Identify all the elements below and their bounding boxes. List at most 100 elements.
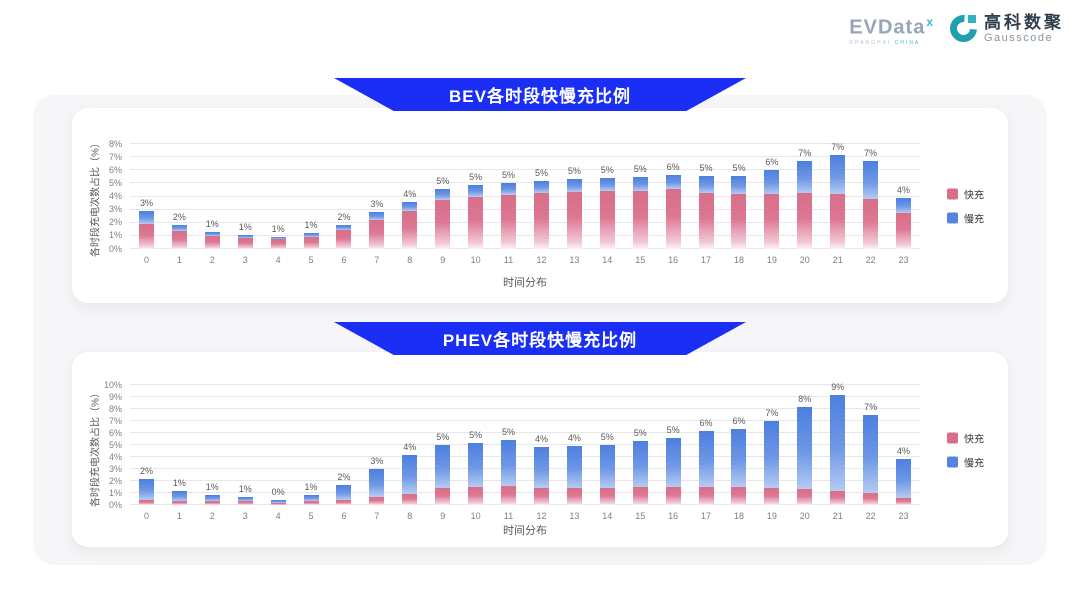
bar-group-1[interactable]: 1% — [171, 478, 187, 505]
bar-group-11[interactable]: 5% — [501, 170, 517, 249]
gridline — [130, 504, 920, 505]
fast-charge-segment — [237, 237, 253, 249]
legend-item-fast[interactable]: 快充 — [947, 430, 984, 445]
bar-group-10[interactable]: 5% — [468, 172, 484, 249]
bar-total-label: 5% — [534, 167, 548, 178]
legend-item-slow[interactable]: 慢充 — [947, 454, 984, 469]
gridline — [130, 420, 920, 421]
bar-total-label: 5% — [436, 432, 450, 442]
y-tick-label: 1% — [108, 487, 122, 498]
bar-group-13[interactable]: 5% — [566, 166, 582, 249]
bar-group-16[interactable]: 6% — [665, 162, 681, 249]
bar-group-18[interactable]: 6% — [731, 416, 747, 505]
bar-total-label: 5% — [600, 165, 614, 176]
bar-total-label: 4% — [403, 188, 417, 199]
x-tick-label: 13 — [569, 255, 580, 265]
fast-charge-segment — [533, 488, 549, 505]
bar-group-2[interactable]: 1% — [204, 219, 220, 249]
bar-group-19[interactable]: 7% — [764, 408, 780, 505]
x-tick-label: 14 — [602, 511, 613, 521]
bar-group-14[interactable]: 5% — [599, 432, 615, 505]
bar-group-23[interactable]: 4% — [896, 185, 912, 249]
slow-charge-segment — [797, 406, 813, 490]
bar-group-11[interactable]: 5% — [501, 427, 517, 505]
fast-charge-segment — [863, 493, 879, 505]
fast-charge-segment — [863, 199, 879, 249]
bar-group-12[interactable]: 4% — [533, 434, 549, 505]
bev-title-banner: BEV各时段快慢充比例 — [334, 78, 746, 111]
bar-total-label: 5% — [699, 162, 713, 173]
x-tick-label: 8 — [407, 255, 413, 265]
bar-group-22[interactable]: 7% — [863, 402, 879, 505]
legend-item-fast[interactable]: 快充 — [947, 186, 984, 201]
gausscode-en-name: Gausscode — [984, 31, 1054, 44]
bar-group-12[interactable]: 5% — [533, 168, 549, 249]
gausscode-mark-icon — [944, 9, 983, 48]
x-tick-label: 4 — [275, 511, 281, 521]
bar-group-18[interactable]: 5% — [731, 163, 747, 249]
bar-group-1[interactable]: 2% — [171, 212, 187, 249]
bar-group-15[interactable]: 5% — [632, 164, 648, 249]
slow-charge-segment — [599, 445, 615, 489]
fast-charge-segment — [764, 488, 780, 505]
x-tick-label: 18 — [733, 255, 744, 265]
slow-charge-segment — [270, 499, 286, 503]
gridline — [130, 195, 920, 197]
bar-group-9[interactable]: 5% — [435, 432, 451, 505]
bar-group-7[interactable]: 3% — [369, 456, 385, 505]
bar-group-20[interactable]: 8% — [797, 394, 813, 505]
slow-charge-segment — [896, 459, 912, 498]
bar-group-4[interactable]: 0% — [270, 487, 286, 505]
phev-chart-title: PHEV各时段快慢充比例 — [442, 331, 638, 350]
x-tick-label: 11 — [503, 255, 514, 265]
x-tick-label: 7 — [374, 255, 380, 265]
fast-charge-segment — [270, 238, 286, 249]
gridline — [130, 456, 920, 457]
bar-group-15[interactable]: 5% — [632, 428, 648, 505]
bar-group-7[interactable]: 3% — [369, 199, 385, 249]
bar-group-17[interactable]: 5% — [698, 163, 714, 249]
bar-total-label: 2% — [172, 211, 186, 222]
bar-group-2[interactable]: 1% — [204, 482, 220, 505]
fast-charge-segment — [171, 501, 187, 505]
bar-group-4[interactable]: 1% — [270, 224, 286, 249]
bar-group-21[interactable]: 7% — [830, 142, 846, 249]
bar-group-16[interactable]: 5% — [665, 425, 681, 505]
bar-total-label: 4% — [567, 433, 581, 444]
bar-group-22[interactable]: 7% — [863, 148, 879, 249]
x-tick-label: 0 — [143, 511, 149, 521]
bar-group-17[interactable]: 6% — [698, 418, 714, 505]
legend-item-slow[interactable]: 慢充 — [947, 210, 984, 225]
bar-group-6[interactable]: 2% — [336, 212, 352, 249]
bar-total-label: 5% — [633, 428, 647, 439]
bar-group-20[interactable]: 7% — [797, 148, 813, 249]
bar-group-8[interactable]: 4% — [402, 442, 418, 505]
fast-charge-segment — [138, 499, 154, 505]
bar-group-0[interactable]: 3% — [138, 198, 154, 249]
bar-group-10[interactable]: 5% — [468, 430, 484, 505]
bar-group-13[interactable]: 4% — [566, 433, 582, 505]
y-tick-label: 3% — [108, 204, 122, 215]
fast-charge-segment — [336, 499, 352, 505]
bar-group-21[interactable]: 9% — [830, 382, 846, 505]
bar-group-6[interactable]: 2% — [336, 472, 352, 505]
bar-group-8[interactable]: 4% — [402, 189, 418, 249]
fast-charge-segment — [566, 488, 582, 505]
x-tick-label: 13 — [569, 511, 580, 521]
slow-charge-segment — [171, 224, 187, 231]
bar-group-3[interactable]: 1% — [237, 222, 253, 249]
bar-group-23[interactable]: 4% — [896, 446, 912, 505]
charts-panel: BEV各时段快慢充比例 各时段充电次数占比（%） 8% 7% 6% 5% 4% 3% 2% 1… — [33, 78, 1047, 565]
slow-charge-swatch-icon — [947, 212, 958, 223]
bev-plot-area: 8% 7% 6% 5% 4% 3% 2% 1% 0% 3% 0 2% 1 1% 2 1% 3 1% 4 1% 5 2% 6 3… — [109, 139, 920, 265]
bar-group-14[interactable]: 5% — [599, 165, 615, 249]
gridline — [130, 208, 920, 210]
bar-group-5[interactable]: 1% — [303, 482, 319, 505]
bar-group-19[interactable]: 6% — [764, 157, 780, 249]
bar-group-3[interactable]: 1% — [237, 484, 253, 505]
x-tick-label: 8 — [407, 511, 413, 521]
bar-group-9[interactable]: 5% — [435, 176, 451, 249]
bar-group-0[interactable]: 2% — [138, 466, 154, 505]
bar-group-5[interactable]: 1% — [303, 220, 319, 249]
bar-total-label: 1% — [304, 220, 318, 231]
